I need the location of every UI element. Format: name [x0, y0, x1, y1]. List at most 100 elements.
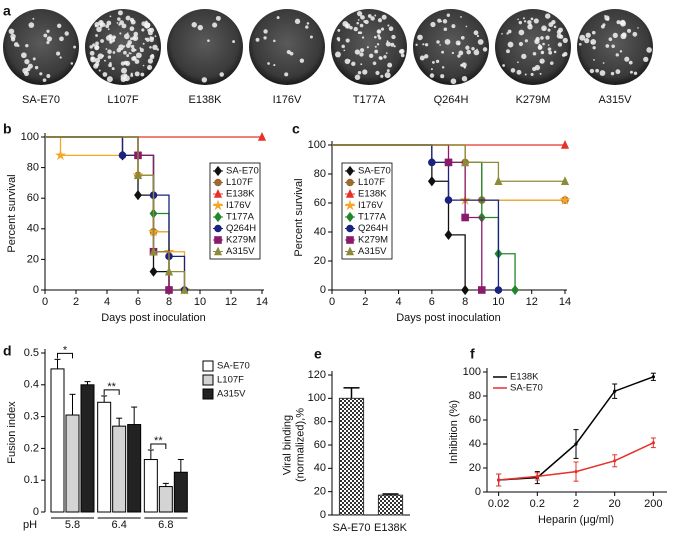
- marker: [494, 286, 503, 294]
- plaque: [43, 33, 48, 38]
- plaque: [466, 49, 471, 55]
- survival-step: [498, 253, 516, 290]
- x-tick-label: 6.4: [112, 519, 127, 531]
- plaque: [458, 50, 464, 56]
- plaque: [543, 28, 546, 31]
- plaque: [357, 71, 362, 75]
- y-tick-label: 80: [314, 416, 326, 428]
- plaque: [117, 10, 123, 16]
- plaque: [441, 66, 445, 69]
- plaque: [156, 48, 160, 51]
- legend: SA-E70L107FE138KI176VT177AQ264HK279MA315…: [341, 162, 393, 260]
- x-tick-label: 20: [609, 498, 621, 510]
- plaque: [125, 15, 131, 21]
- y-tick-label: 100: [308, 139, 326, 151]
- marker: [213, 189, 223, 198]
- plaque: [377, 34, 381, 38]
- plaque: [384, 72, 391, 79]
- survival-step: [448, 199, 500, 290]
- plaque: [372, 61, 377, 66]
- legend-label: T177A: [358, 212, 387, 223]
- x-tick-label: 2: [362, 296, 368, 308]
- plaque: [28, 22, 35, 28]
- survival-step: [465, 161, 483, 201]
- y-axis-label: Percent survival: [6, 174, 18, 252]
- plaque: [150, 53, 154, 57]
- plaque: [430, 21, 436, 28]
- plaque: [96, 26, 102, 33]
- x-tick-label: 8: [462, 296, 468, 308]
- plaque: [354, 74, 361, 81]
- plaque: [99, 22, 103, 26]
- marker: [427, 176, 436, 187]
- plaque: [507, 29, 512, 34]
- plaque: [530, 17, 534, 21]
- legend-label: SA-E70: [510, 383, 543, 394]
- legend-label: SA-E70: [217, 361, 250, 372]
- plaque: [94, 45, 100, 51]
- legend-label: A315V: [217, 389, 246, 400]
- plaque: [450, 78, 457, 85]
- survival-step: [465, 161, 500, 182]
- plaque: [605, 44, 610, 48]
- marker: [535, 474, 539, 478]
- plaque: [524, 39, 528, 43]
- plaque: [149, 37, 154, 43]
- survival-step: [332, 144, 466, 163]
- bar: [112, 425, 127, 513]
- significance-label: *: [63, 344, 68, 356]
- plaque: [359, 52, 364, 57]
- y-tick-label: 0.2: [24, 442, 39, 454]
- plaque: [540, 50, 545, 55]
- plaque: [140, 72, 145, 77]
- x-tick-label: 12: [225, 296, 237, 308]
- bar: [377, 494, 404, 516]
- plaque: [643, 56, 649, 62]
- panel-label: d: [3, 343, 12, 359]
- legend-label: SA-E70: [226, 166, 259, 177]
- survival-step: [431, 180, 450, 235]
- marker: [346, 224, 354, 233]
- plaque: [589, 68, 595, 74]
- y-tick-label: 20: [27, 253, 39, 265]
- plaque: [118, 23, 121, 26]
- significance-bracket: [150, 443, 167, 449]
- legend-label: K279M: [358, 235, 388, 246]
- survival-step: [138, 174, 155, 232]
- plaque: [27, 63, 33, 69]
- plaque: [142, 42, 145, 45]
- plaque: [444, 38, 451, 45]
- bar: [97, 401, 112, 513]
- marker: [477, 286, 486, 294]
- plaque: [107, 28, 110, 30]
- survival-step: [448, 161, 466, 218]
- x-tick-label: 10: [492, 296, 504, 308]
- y-tick-label: 80: [27, 162, 39, 174]
- plaque: [463, 66, 467, 69]
- legend-label: L107F: [226, 177, 253, 188]
- plaque: [473, 49, 480, 56]
- marker: [345, 246, 355, 256]
- plaque: [461, 75, 468, 82]
- marker: [344, 199, 356, 211]
- plaque: [362, 69, 368, 75]
- marker: [651, 441, 655, 445]
- plaque: [306, 22, 310, 25]
- x-tick-label: E138K: [374, 522, 408, 534]
- plaque: [56, 23, 62, 29]
- plaque: [32, 57, 36, 61]
- plaque: [124, 60, 131, 67]
- bar: [338, 397, 365, 516]
- legend-label: T177A: [226, 212, 255, 223]
- plaque: [440, 74, 445, 79]
- plaque-label: L107F: [107, 94, 138, 106]
- plaque: [139, 48, 144, 53]
- plaque: [432, 61, 435, 64]
- marker: [346, 178, 354, 187]
- plaque: [309, 35, 313, 39]
- marker: [444, 229, 453, 241]
- y-tick-label: 0: [33, 284, 39, 296]
- plaque: [604, 14, 607, 18]
- plaque: [399, 48, 405, 54]
- plaque: [538, 43, 541, 47]
